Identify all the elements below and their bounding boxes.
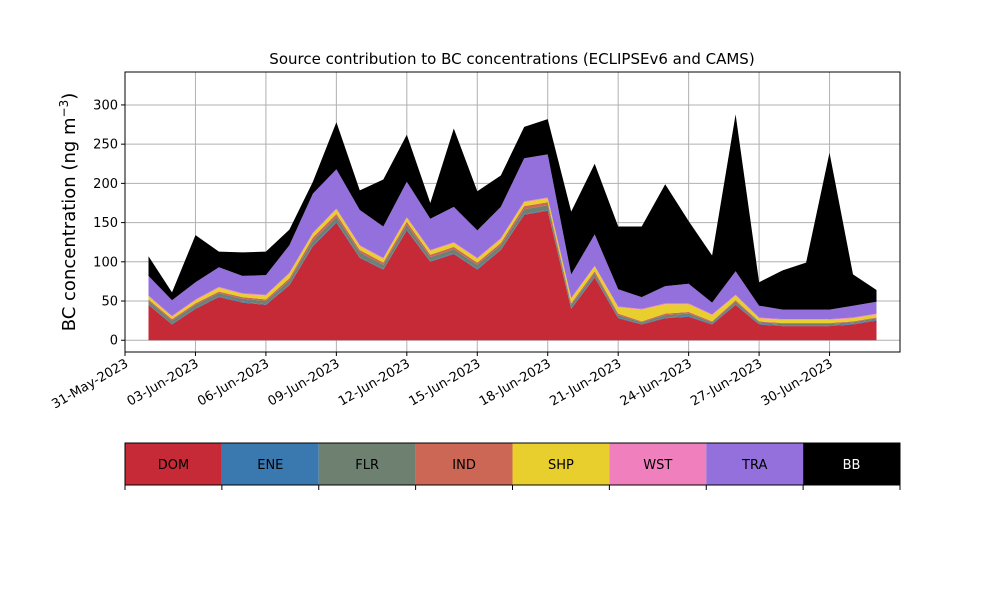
area-bb bbox=[148, 114, 877, 310]
y-tick-label: 50 bbox=[101, 295, 118, 310]
legend-label-flr: FLR bbox=[355, 458, 379, 473]
legend-swatch-bb bbox=[803, 443, 900, 485]
area-tra bbox=[148, 154, 877, 320]
y-tick-label: 300 bbox=[93, 98, 118, 113]
x-tick-label: 24-Jun-2023 bbox=[618, 356, 695, 409]
y-axis-label-close: ) bbox=[59, 93, 80, 100]
legend-label-tra: TRA bbox=[741, 458, 767, 473]
chart-title: Source contribution to BC concentrations… bbox=[269, 50, 754, 68]
plot-frame bbox=[124, 71, 901, 353]
y-axis-label: BC concentration (ng m−3) bbox=[57, 93, 80, 332]
legend-label-wst: WST bbox=[643, 458, 672, 473]
area-flr bbox=[148, 205, 877, 326]
y-axis-label-text: BC concentration (ng m bbox=[59, 117, 80, 331]
x-tick-label: 18-Jun-2023 bbox=[477, 356, 554, 409]
y-tick-label: 150 bbox=[93, 216, 118, 231]
legend-label-ene: ENE bbox=[257, 458, 283, 473]
legend-label-bb: BB bbox=[843, 458, 861, 473]
legend-swatch-tra bbox=[706, 443, 804, 485]
x-tick-label: 27-Jun-2023 bbox=[688, 356, 765, 409]
x-tick-label: 21-Jun-2023 bbox=[547, 356, 624, 409]
legend: DOM ENE FLR IND SHP WST TRA BB bbox=[124, 442, 901, 490]
legend-label-shp: SHP bbox=[548, 458, 574, 473]
legend-swatch-flr bbox=[318, 443, 416, 485]
legend-swatch-dom bbox=[125, 443, 222, 485]
y-tick-label: 0 bbox=[110, 334, 118, 349]
y-axis: 0 50 100 150 200 250 300 bbox=[93, 98, 125, 349]
area-dom bbox=[148, 210, 877, 341]
x-tick-label: 06-Jun-2023 bbox=[195, 356, 272, 409]
y-tick-label: 200 bbox=[93, 177, 118, 192]
legend-swatch-wst bbox=[609, 443, 707, 485]
x-tick-label: 03-Jun-2023 bbox=[125, 356, 202, 409]
legend-swatch-ene bbox=[221, 443, 319, 485]
y-tick-label: 250 bbox=[93, 138, 118, 153]
area-ind bbox=[148, 202, 877, 324]
x-tick-label: 12-Jun-2023 bbox=[336, 356, 413, 409]
x-tick-label: 30-Jun-2023 bbox=[759, 356, 836, 409]
legend-label-dom: DOM bbox=[158, 458, 189, 473]
area-shp bbox=[148, 198, 877, 323]
legend-label-ind: IND bbox=[452, 458, 476, 473]
y-tick-label: 100 bbox=[93, 255, 118, 270]
x-tick-label: 31-May-2023 bbox=[49, 356, 131, 412]
x-tick-label: 15-Jun-2023 bbox=[406, 356, 483, 409]
y-axis-label-superscript: −3 bbox=[57, 100, 71, 118]
legend-swatch-shp bbox=[512, 443, 610, 485]
stacked-areas bbox=[148, 114, 877, 341]
legend-swatch-ind bbox=[415, 443, 513, 485]
x-axis: 31-May-202303-Jun-202306-Jun-202309-Jun-… bbox=[49, 352, 836, 412]
x-tick-label: 09-Jun-2023 bbox=[266, 356, 343, 409]
